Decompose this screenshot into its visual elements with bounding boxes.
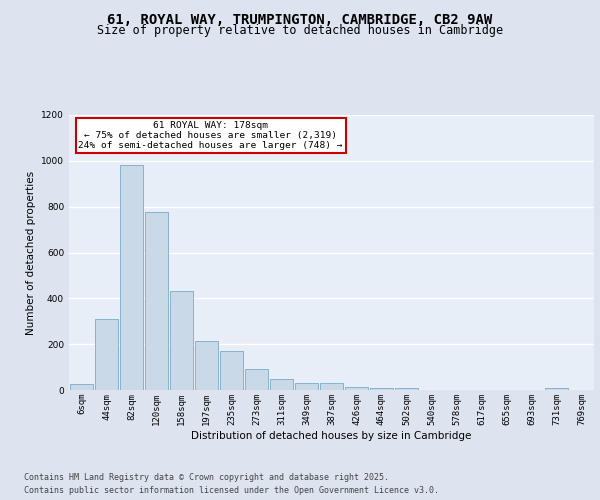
Bar	[545, 388, 568, 390]
Text: 61, ROYAL WAY, TRUMPINGTON, CAMBRIDGE, CB2 9AW: 61, ROYAL WAY, TRUMPINGTON, CAMBRIDGE, C…	[107, 12, 493, 26]
Bar	[270, 378, 293, 390]
Bar	[345, 386, 368, 390]
Bar	[220, 351, 243, 390]
Bar	[145, 212, 168, 390]
Text: Contains HM Land Registry data © Crown copyright and database right 2025.: Contains HM Land Registry data © Crown c…	[24, 474, 389, 482]
Text: Contains public sector information licensed under the Open Government Licence v3: Contains public sector information licen…	[24, 486, 439, 495]
Bar	[95, 319, 118, 390]
Bar	[395, 388, 418, 390]
Text: 61 ROYAL WAY: 178sqm
← 75% of detached houses are smaller (2,319)
24% of semi-de: 61 ROYAL WAY: 178sqm ← 75% of detached h…	[79, 120, 343, 150]
Bar	[320, 383, 343, 390]
Bar	[195, 340, 218, 390]
Bar	[370, 388, 393, 390]
Bar	[245, 370, 268, 390]
Bar	[70, 384, 93, 390]
Bar	[120, 166, 143, 390]
Y-axis label: Number of detached properties: Number of detached properties	[26, 170, 35, 334]
X-axis label: Distribution of detached houses by size in Cambridge: Distribution of detached houses by size …	[191, 430, 472, 440]
Text: Size of property relative to detached houses in Cambridge: Size of property relative to detached ho…	[97, 24, 503, 37]
Bar	[170, 292, 193, 390]
Bar	[295, 383, 318, 390]
